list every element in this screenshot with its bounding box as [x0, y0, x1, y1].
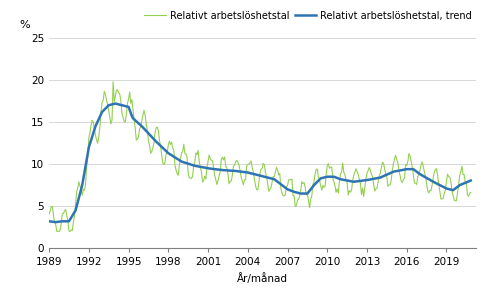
Relativt arbetslöshetstal, trend	[180, 160, 186, 164]
Line: Relativt arbetslöshetstal, trend: Relativt arbetslöshetstal, trend	[49, 104, 471, 222]
Relativt arbetslöshetstal, trend	[320, 176, 326, 180]
Relativt arbetslöshetstal, trend	[277, 182, 283, 185]
Line: Relativt arbetslöshetstal: Relativt arbetslöshetstal	[49, 82, 471, 231]
Relativt arbetslöshetstal	[180, 150, 186, 154]
Relativt arbetslöshetstal, trend	[112, 102, 118, 105]
X-axis label: År/månad: År/månad	[237, 273, 288, 284]
Legend: Relativt arbetslöshetstal, Relativt arbetslöshetstal, trend: Relativt arbetslöshetstal, Relativt arbe…	[144, 11, 472, 21]
Relativt arbetslöshetstal, trend	[468, 179, 474, 182]
Relativt arbetslöshetstal	[277, 172, 283, 175]
Relativt arbetslöshetstal	[54, 230, 60, 233]
Text: %: %	[19, 20, 30, 29]
Relativt arbetslöshetstal	[131, 118, 137, 121]
Relativt arbetslöshetstal	[341, 171, 347, 174]
Relativt arbetslöshetstal	[320, 184, 326, 187]
Relativt arbetslöshetstal, trend	[349, 180, 355, 183]
Relativt arbetslöshetstal, trend	[131, 118, 137, 121]
Relativt arbetslöshetstal	[468, 191, 474, 194]
Relativt arbetslöshetstal, trend	[341, 178, 347, 182]
Relativt arbetslöshetstal, trend	[53, 220, 58, 224]
Relativt arbetslöshetstal	[349, 189, 355, 192]
Relativt arbetslöshetstal	[110, 80, 116, 84]
Relativt arbetslöshetstal	[46, 212, 52, 216]
Relativt arbetslöshetstal, trend	[46, 220, 52, 223]
